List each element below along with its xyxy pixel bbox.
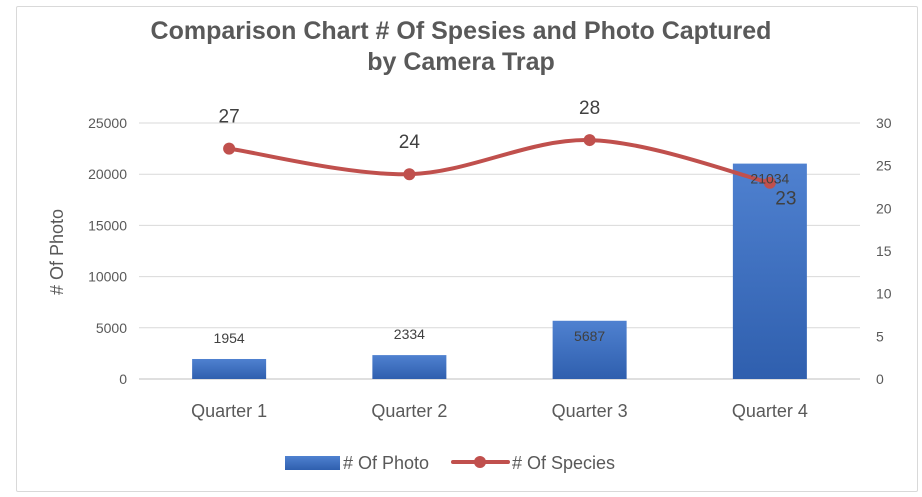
y-tick-label: 10000 (88, 269, 127, 285)
chart-title-line-2: by Camera Trap (367, 48, 555, 76)
y2-tick-label: 30 (876, 115, 892, 131)
x-tick-label: Quarter 1 (191, 401, 267, 421)
y-tick-label: 15000 (88, 217, 127, 233)
y-tick-label: 25000 (88, 115, 127, 131)
y2-tick-label: 25 (876, 158, 892, 174)
legend-bar-swatch (285, 456, 340, 470)
x-tick-label: Quarter 3 (552, 401, 628, 421)
legend-line-marker (474, 456, 486, 468)
y2-tick-label: 15 (876, 243, 892, 259)
line-data-label: 28 (579, 98, 600, 119)
axis-labels: 0 5000 10000 15000 20000 25000 0 5 10 15 20 25 30 Qua… (88, 98, 892, 421)
bar (372, 355, 447, 379)
y-tick-label: 5000 (96, 320, 127, 336)
y-axis-title: # Of Photo (47, 209, 67, 295)
chart-title: Comparison Chart # Of Spesies and Photo … (0, 16, 922, 78)
legend-line-label: # Of Species (512, 453, 615, 473)
x-tick-label: Quarter 2 (371, 401, 447, 421)
bar-data-label: 1954 (214, 330, 245, 346)
line-point (403, 168, 416, 181)
line-series (223, 134, 776, 189)
line-point (763, 176, 776, 189)
line-data-label: 23 (775, 189, 796, 210)
y2-tick-label: 20 (876, 200, 892, 216)
y2-tick-label: 5 (876, 328, 884, 344)
y2-tick-label: 0 (876, 371, 884, 387)
legend-bar-label: # Of Photo (343, 453, 429, 473)
y-tick-label: 20000 (88, 166, 127, 182)
line-data-label: 27 (219, 107, 240, 128)
bar-data-label: 21034 (750, 171, 789, 187)
legend: # Of Photo # Of Species (285, 453, 615, 473)
y-tick-label: 0 (119, 371, 127, 387)
species-line (227, 138, 772, 185)
bar-data-label: 5687 (574, 328, 605, 344)
line-point (223, 142, 236, 155)
bar-series (192, 163, 807, 379)
bar (732, 163, 807, 379)
bar (552, 320, 627, 379)
line-point (583, 134, 596, 147)
x-tick-label: Quarter 4 (732, 401, 808, 421)
chart-title-line-1: Comparison Chart # Of Spesies and Photo … (150, 17, 772, 45)
bar (192, 358, 267, 379)
y2-tick-label: 10 (876, 286, 892, 302)
bar-data-label: 2334 (394, 326, 425, 342)
line-data-label: 24 (399, 132, 421, 153)
